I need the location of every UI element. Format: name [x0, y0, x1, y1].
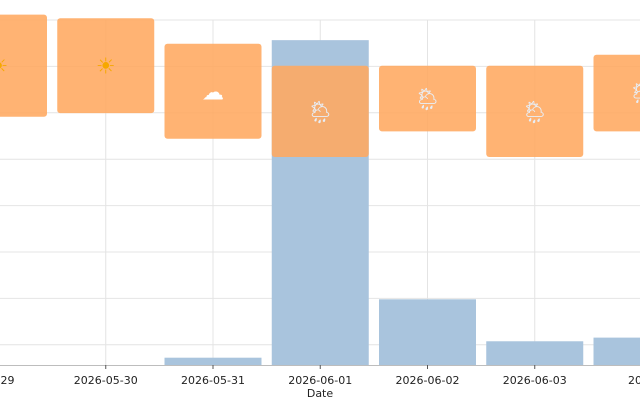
temperature-range-box — [0, 14, 47, 117]
temperature-range-box — [486, 65, 584, 157]
precipitation-bar — [164, 357, 262, 365]
temperature-range-boxes: ☀ ☀ ☁ 🌦 🌦 🌦 🌦 — [0, 14, 640, 157]
sun-behind-rain-cloud-icon: 🌦 — [628, 82, 640, 107]
precipitation-bar — [379, 299, 476, 365]
x-axis-title: Date — [307, 387, 334, 400]
temperature-range-box — [379, 65, 476, 132]
x-tick-label: 2026-06-02 — [396, 374, 460, 387]
x-tick-label: 2026-05-30 — [74, 374, 138, 387]
sun-icon: ☀ — [96, 55, 116, 80]
sun-behind-rain-cloud-icon: 🌦 — [414, 88, 442, 113]
x-axis-ticks: 05-29 2026-05-30 2026-05-31 2026-06-01 2026-… — [0, 365, 640, 387]
x-tick-label: 2026-06-01 — [288, 374, 352, 387]
sun-behind-rain-cloud-icon: 🌦 — [521, 100, 549, 125]
temperature-range-box — [271, 65, 369, 157]
x-tick-label: 2026-06-03 — [503, 374, 567, 387]
temperature-range-box — [57, 18, 155, 114]
temperature-range-box — [164, 43, 262, 139]
precipitation-bar — [486, 341, 584, 365]
sun-behind-rain-cloud-icon: 🌦 — [306, 100, 334, 125]
precipitation-bar — [593, 337, 640, 365]
x-tick-label: 05-29 — [0, 374, 14, 387]
temperature-range-box — [593, 54, 640, 132]
x-tick-label: 2026 — [628, 374, 640, 387]
sun-icon: ☀ — [0, 55, 8, 80]
cloud-icon: ☁ — [202, 80, 224, 105]
x-tick-label: 2026-05-31 — [181, 374, 245, 387]
